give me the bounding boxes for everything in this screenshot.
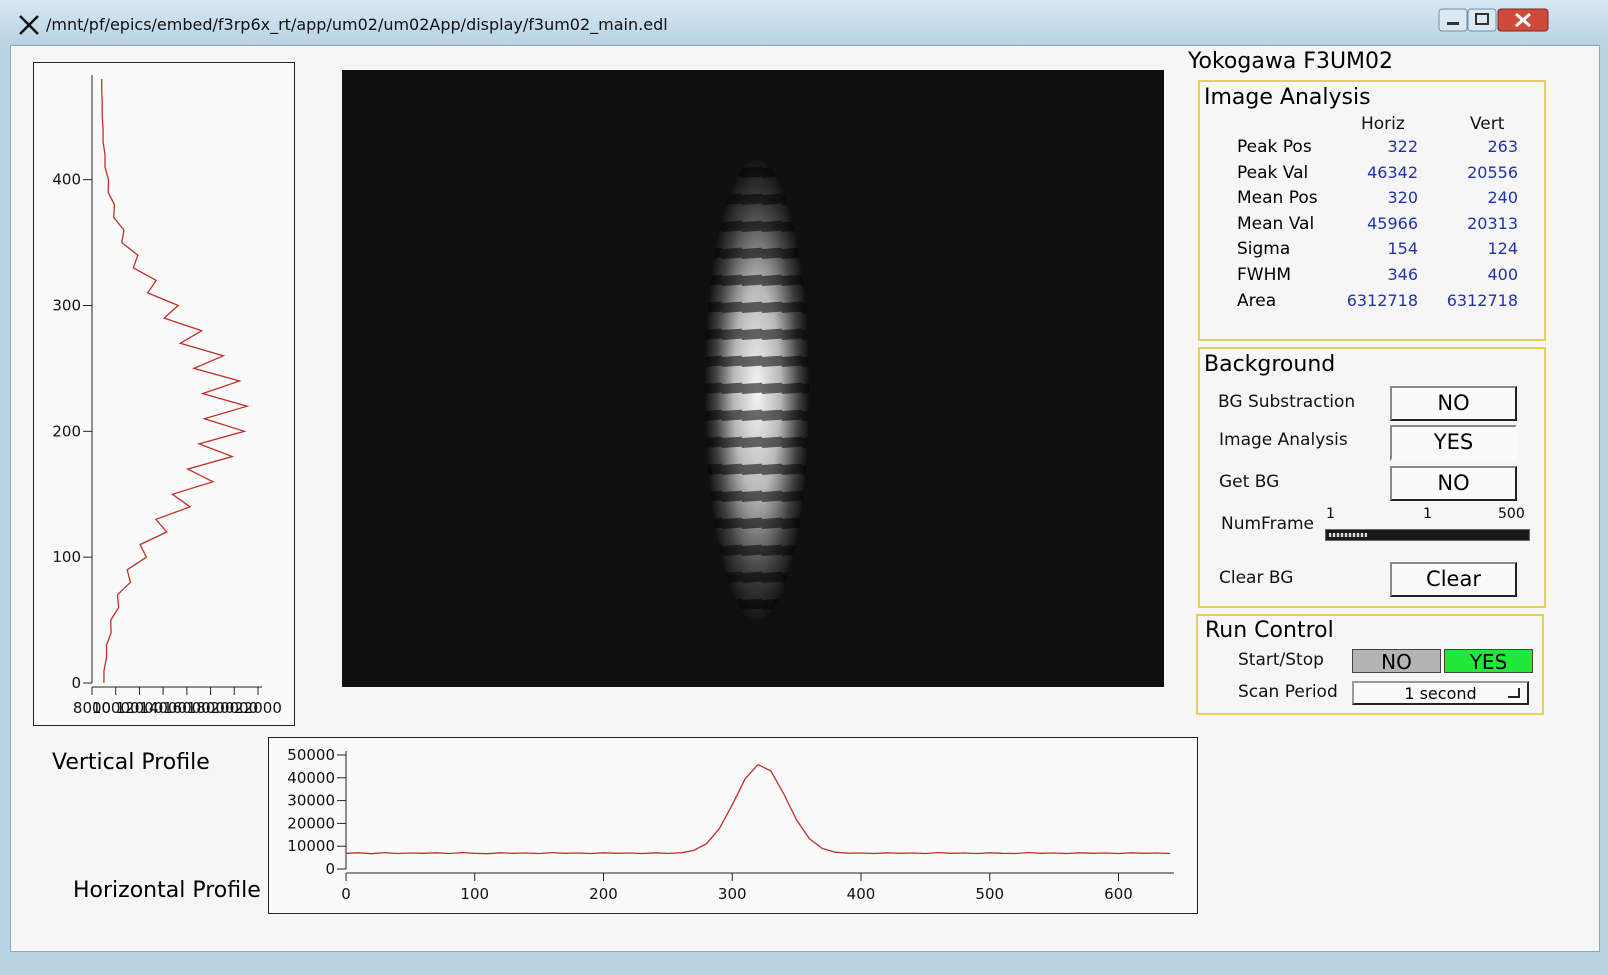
horiz-value: 6312718 (1328, 291, 1418, 310)
y-tick-label: 20000 (287, 814, 335, 832)
panel-title: Background (1204, 352, 1335, 377)
row-label: Mean Pos (1237, 188, 1318, 208)
vert-value: 400 (1428, 265, 1518, 284)
y-tick-label: 10000 (287, 837, 335, 855)
horiz-value: 322 (1328, 137, 1418, 156)
menu-indicator (1507, 687, 1521, 699)
vert-value: 20556 (1428, 163, 1518, 182)
row-label: Area (1237, 291, 1276, 311)
x-tick-label: 300 (718, 885, 747, 903)
row-label: FWHM (1237, 265, 1291, 285)
horizontal-profile-chart: 0 10000 20000 30000 40000 50000 0 100 200 300 400 5… (0, 0, 1200, 920)
vert-value: 263 (1428, 137, 1518, 156)
x-tick-label: 600 (1104, 885, 1133, 903)
horiz-value: 346 (1328, 265, 1418, 284)
menu-value: 1 second (1404, 684, 1476, 703)
toggle-button[interactable]: YES (1390, 425, 1517, 461)
vert-value: 6312718 (1428, 291, 1518, 310)
panel-title: Run Control (1205, 618, 1334, 643)
choice-button[interactable]: NO (1352, 649, 1441, 673)
slider-value: 1 (1423, 506, 1432, 522)
y-tick-label: 40000 (287, 769, 335, 787)
vert-value: 240 (1428, 188, 1518, 207)
slider-min: 1 (1326, 506, 1335, 522)
vert-value: 124 (1428, 239, 1518, 258)
control-label: Image Analysis (1219, 430, 1348, 450)
horiz-value: 154 (1328, 239, 1418, 258)
y-tick-label: 0 (325, 860, 335, 878)
toggle-button[interactable]: NO (1390, 466, 1517, 501)
device-title: Yokogawa F3UM02 (1188, 49, 1393, 74)
control-label: Get BG (1219, 472, 1279, 492)
profile-line (346, 765, 1170, 854)
x-tick-label: 0 (341, 885, 351, 903)
x-tick-label: 100 (460, 885, 489, 903)
row-label: Mean Val (1237, 214, 1314, 234)
page: /mnt/pf/epics/embed/f3rp6x_rt/app/um02/u… (0, 0, 1608, 975)
choice-button[interactable]: YES (1444, 649, 1533, 673)
control-label: Start/Stop (1238, 650, 1324, 670)
control-label: BG Substraction (1218, 392, 1355, 412)
control-label: Scan Period (1238, 682, 1338, 702)
toggle-button[interactable]: NO (1390, 386, 1517, 421)
horiz-value: 46342 (1328, 163, 1418, 182)
x-tick-label: 400 (847, 885, 876, 903)
control-label: NumFrame (1221, 514, 1314, 534)
y-tick-label: 50000 (287, 746, 335, 764)
vert-value: 20313 (1428, 214, 1518, 233)
column-header: Horiz (1361, 114, 1405, 134)
row-label: Peak Val (1237, 163, 1308, 183)
x-tick-label: 200 (589, 885, 618, 903)
horiz-value: 320 (1328, 188, 1418, 207)
window-buttons[interactable] (1438, 8, 1572, 34)
slider-max: 500 (1498, 506, 1525, 522)
scan-period-menu[interactable]: 1 second (1352, 681, 1529, 705)
x-tick-label: 500 (975, 885, 1004, 903)
column-header: Vert (1470, 114, 1504, 134)
slider-thumb[interactable] (1329, 533, 1367, 537)
slider[interactable] (1325, 529, 1530, 541)
row-label: Peak Pos (1237, 137, 1312, 157)
row-label: Sigma (1237, 239, 1290, 259)
control-label: Clear BG (1219, 568, 1293, 588)
panel-title: Image Analysis (1204, 85, 1371, 110)
horiz-value: 45966 (1328, 214, 1418, 233)
y-tick-label: 30000 (287, 792, 335, 810)
clear-button[interactable]: Clear (1390, 562, 1517, 597)
